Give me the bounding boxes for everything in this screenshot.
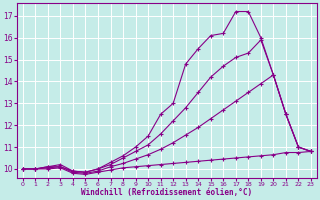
X-axis label: Windchill (Refroidissement éolien,°C): Windchill (Refroidissement éolien,°C) [81,188,252,197]
